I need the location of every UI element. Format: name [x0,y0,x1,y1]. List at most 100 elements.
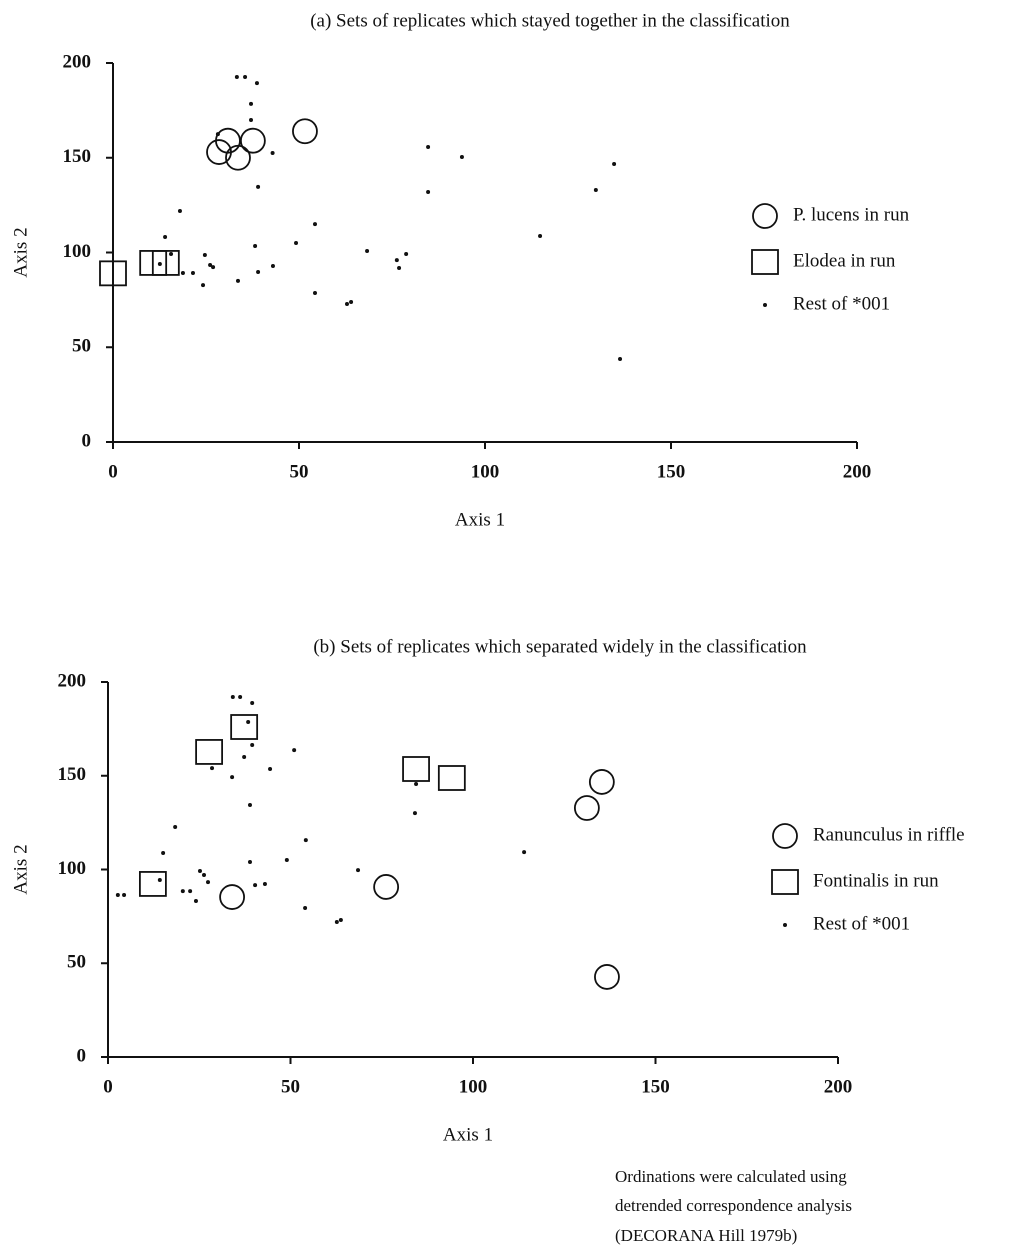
point [402,756,430,782]
point [180,889,185,894]
point [250,743,255,747]
point [157,262,162,267]
legend-marker [751,249,779,275]
point [284,857,289,862]
point [190,270,195,275]
point [193,899,198,903]
x-axis-label: Axis 1 [443,1124,493,1145]
x-tick-label: 200 [824,1076,853,1097]
legend-marker [783,923,787,927]
point [247,860,252,864]
point [246,719,251,724]
point [157,878,162,882]
point [292,748,297,753]
point [270,151,275,156]
legend-marker [772,823,798,849]
point [173,824,178,829]
point [163,234,168,239]
legend-label: Ranunculus in riffle [813,824,965,845]
point [239,127,266,154]
point [459,154,464,159]
point [414,782,419,786]
y-axis-label: Axis 2 [10,844,31,894]
point [588,769,615,795]
y-tick-label: 0 [77,1045,87,1066]
point [268,767,273,771]
point [573,795,600,821]
point [334,920,339,924]
y-tick-label: 0 [82,430,92,451]
point [292,118,318,145]
point [303,838,308,843]
point [338,917,343,922]
y-axis-label: Axis 2 [10,227,31,277]
point [394,258,399,263]
point [344,302,349,307]
legend-marker [752,203,778,229]
x-tick-label: 100 [471,461,500,482]
y-tick-label: 150 [63,146,92,167]
point [303,905,308,910]
y-tick-label: 50 [67,952,86,973]
point [404,252,409,257]
legend-label: Elodea in run [793,250,896,271]
point [412,811,417,816]
x-tick-label: 150 [641,1076,670,1097]
x-tick-label: 0 [108,461,118,482]
point [250,701,255,705]
point [180,270,185,275]
point [426,144,431,149]
point [243,75,248,80]
point [201,283,206,288]
legend-label: Fontinalis in run [813,870,939,891]
chart-title: (b) Sets of replicates which separated w… [313,636,807,657]
y-tick-label: 100 [63,241,92,262]
point [253,883,258,888]
y-tick-label: 200 [63,51,92,72]
point [249,118,254,123]
point [122,893,127,897]
point [161,851,166,855]
point [249,101,254,106]
legend-label: P. lucens in run [793,204,910,225]
point [210,766,215,771]
point [211,265,216,270]
point [230,714,259,740]
point [206,880,211,885]
point [254,81,259,86]
chart-title: (a) Sets of replicates which stayed toge… [310,10,790,31]
point [522,850,527,855]
note-line: (DECORANA Hill 1979b) [615,1226,797,1245]
x-tick-label: 200 [843,461,872,482]
x-tick-label: 50 [281,1076,300,1097]
point [188,889,193,894]
x-tick-label: 50 [290,461,309,482]
point [247,803,252,807]
point [270,263,275,268]
x-tick-label: 0 [103,1076,113,1097]
point [593,187,598,192]
point [201,872,206,877]
point [294,241,299,246]
point [208,263,213,268]
point [256,184,261,189]
point [151,250,180,276]
point [230,695,235,699]
x-tick-label: 100 [459,1076,488,1097]
point [225,144,251,171]
point [115,893,120,897]
point [538,234,543,239]
x-axis-label: Axis 1 [455,509,505,530]
point [197,869,202,873]
point [612,162,617,167]
x-tick-label: 150 [657,461,686,482]
y-tick-label: 200 [58,670,87,691]
point [437,765,466,791]
point [99,260,127,287]
point [618,356,623,361]
point [234,75,239,80]
point [238,695,243,699]
point [594,964,620,990]
point [219,884,246,910]
